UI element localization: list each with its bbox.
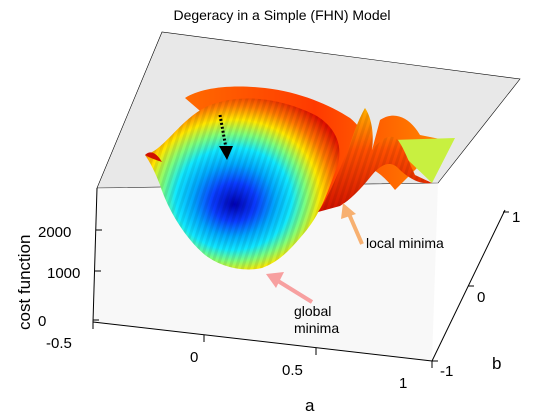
- x-tick-label: 0.5: [282, 362, 303, 379]
- local-minima-arrow: [341, 203, 364, 245]
- surface-left-lip: [145, 152, 162, 162]
- floor-pane: [93, 183, 438, 361]
- y-tick-label: 0: [477, 289, 485, 306]
- z-tick-label: 2000: [38, 224, 71, 241]
- z-tick-label: 1000: [47, 265, 80, 282]
- descent-arrow: [218, 114, 233, 160]
- x-axis-line: [92, 321, 433, 362]
- z-tick-label: 0: [38, 313, 46, 330]
- z-ticks: [93, 229, 102, 321]
- surface-bowl-stripes: [145, 98, 340, 270]
- global-minima-arrow: [266, 272, 314, 304]
- surface-right-ridges-stripes: [318, 108, 432, 212]
- x-ticks: [92, 322, 433, 368]
- global-minima-label: global: [294, 303, 331, 319]
- chart-title: Degeracy in a Simple (FHN) Model: [173, 7, 390, 23]
- x-tick-label: 0: [190, 349, 198, 366]
- z-axis-line: [92, 187, 98, 323]
- local-minima-label: local minima: [366, 235, 444, 251]
- global-minima-label: minima: [294, 320, 339, 336]
- x-axis-label: a: [305, 396, 315, 415]
- y-axis-label: b: [492, 354, 501, 373]
- x-tick-label: -0.5: [46, 335, 72, 352]
- surface-plateau: [392, 138, 455, 183]
- x-tick-label: 1: [399, 375, 407, 392]
- z-axis-label: cost function: [15, 235, 34, 330]
- y-tick-label: -1: [440, 363, 453, 380]
- y-ticks: [432, 211, 509, 362]
- y-tick-label: 1: [512, 209, 520, 226]
